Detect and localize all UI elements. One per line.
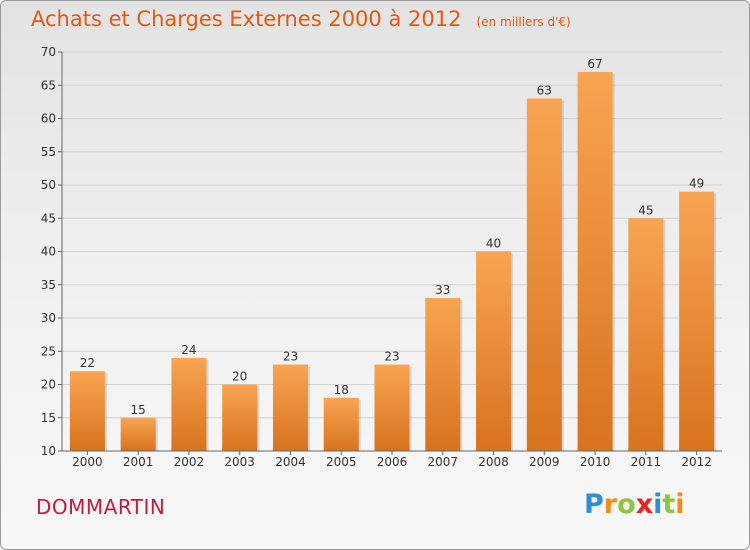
chart-title-block: Achats et Charges Externes 2000 à 2012 (… (31, 7, 571, 31)
bar (222, 384, 258, 451)
y-tick-label: 25 (41, 344, 56, 358)
bar-value-label: 40 (486, 237, 501, 251)
bar (171, 357, 207, 451)
y-tick-label: 35 (41, 278, 56, 292)
bar (476, 251, 512, 451)
bars: 22 15 24 20 23 18 23 33 40 63 67 45 49 (69, 57, 717, 452)
y-tick-label: 30 (41, 311, 56, 325)
bar-value-label: 63 (537, 84, 552, 98)
x-tick-label: 2011 (631, 455, 662, 469)
proxiti-logo: Proxiti (584, 489, 685, 520)
bar-value-label: 23 (283, 350, 298, 364)
logo-letter: r (603, 489, 618, 520)
bar-value-label: 23 (384, 350, 399, 364)
y-tick-label: 60 (41, 112, 56, 126)
bar (526, 98, 562, 452)
bar-value-label: 20 (232, 370, 247, 384)
x-tick-label: 2002 (174, 455, 205, 469)
logo-letter: x (635, 489, 654, 520)
x-tick-label: 2001 (123, 455, 154, 469)
logo-letter: P (584, 489, 604, 520)
bar-value-label: 67 (587, 57, 602, 71)
bar-value-label: 49 (689, 177, 704, 191)
y-tick-label: 40 (41, 245, 56, 259)
logo-letter: i (675, 489, 685, 520)
logo-letter: i (653, 489, 663, 520)
bar (577, 71, 613, 451)
y-tick-label: 65 (41, 78, 56, 92)
bar (679, 191, 715, 451)
y-tick-label: 70 (41, 45, 56, 59)
logo-letter: o (617, 489, 636, 520)
bar (272, 364, 308, 451)
bar-value-label: 33 (435, 283, 450, 297)
y-tick-label: 45 (41, 211, 56, 225)
y-tick-label: 10 (41, 444, 56, 458)
x-tick-label: 2003 (224, 455, 255, 469)
axes: 10 15 20 25 30 35 40 45 50 55 60 65 70 2000 2001 2002 20… (41, 45, 722, 469)
bar (120, 417, 156, 451)
x-tick-label: 2006 (377, 455, 408, 469)
x-tick-label: 2005 (326, 455, 357, 469)
x-tick-label: 2007 (427, 455, 458, 469)
bar-value-label: 24 (181, 343, 196, 357)
x-tick-label: 2004 (275, 455, 306, 469)
x-tick-label: 2010 (580, 455, 611, 469)
y-tick-label: 55 (41, 145, 56, 159)
bar (425, 298, 461, 451)
bar (628, 218, 664, 451)
chart-subtitle: (en milliers d'€) (476, 15, 571, 29)
x-tick-label: 2009 (529, 455, 560, 469)
bar (374, 364, 410, 451)
chart-title: Achats et Charges Externes 2000 à 2012 (31, 7, 462, 31)
logo-letter: t (662, 489, 676, 520)
bar (69, 371, 105, 451)
y-tick-label: 20 (41, 378, 56, 392)
commune-name: DOMMARTIN (36, 495, 166, 519)
x-tick-label: 2000 (72, 455, 103, 469)
x-tick-label: 2008 (478, 455, 509, 469)
bar-value-label: 15 (131, 403, 146, 417)
bar (323, 397, 359, 451)
bar-value-label: 18 (334, 383, 349, 397)
y-tick-label: 15 (41, 411, 56, 425)
x-tick-label: 2012 (681, 455, 712, 469)
bar-value-label: 22 (80, 356, 95, 370)
y-tick-label: 50 (41, 178, 56, 192)
bar-value-label: 45 (638, 203, 653, 217)
